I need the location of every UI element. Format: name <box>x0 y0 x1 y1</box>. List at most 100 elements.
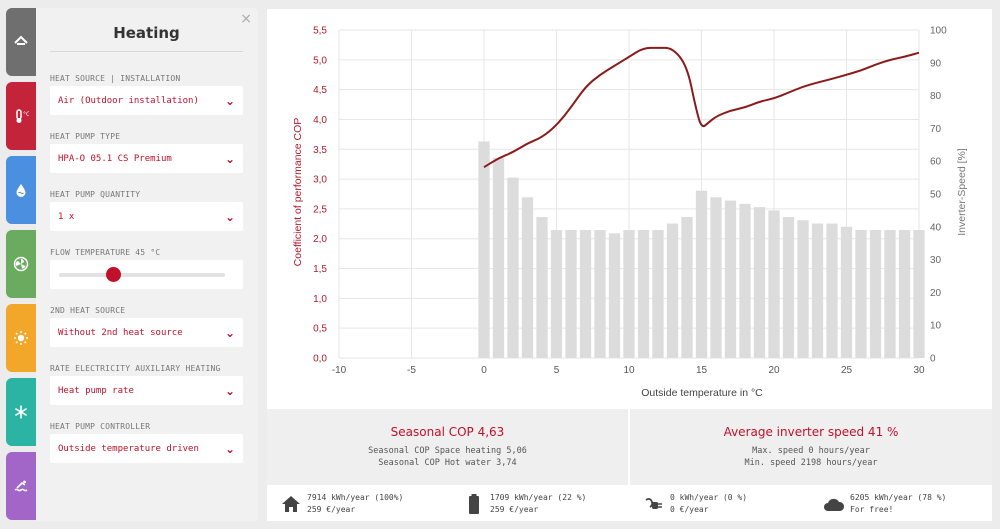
electricity-rate-select[interactable]: Heat pump rate ⌄ <box>50 376 243 405</box>
right-tick-label: 70 <box>930 124 942 135</box>
chevron-down-icon: ⌄ <box>224 325 235 340</box>
fan-icon <box>13 256 29 272</box>
heat-source-select[interactable]: Air (Outdoor installation) ⌄ <box>50 86 243 115</box>
inverter-speed-bar <box>666 223 679 358</box>
flow-temperature-label: FLOW TEMPERATURE 45 °C <box>50 248 161 257</box>
chevron-down-icon: ⌄ <box>224 93 235 108</box>
heating-settings-panel: × Heating HEAT SOURCE | INSTALLATION Air… <box>36 8 258 521</box>
second-heat-source-select[interactable]: Without 2nd heat source ⌄ <box>50 318 243 347</box>
energy-auxiliary: 0 kWh/year (0 %) 0 €/year <box>643 487 747 521</box>
cop-inverter-chart: 0,0 0,5 1,0 1,5 2,0 2,5 3,0 3,5 4,0 4,5 5,0 5,5 0 10… <box>292 26 968 400</box>
left-tick-label: 1,0 <box>313 294 327 305</box>
inverter-speed-bar <box>782 216 795 358</box>
inverter-speed-bar <box>811 223 824 358</box>
energy-total-cost: 259 €/year <box>307 505 356 514</box>
x-tick-label: 10 <box>623 365 635 376</box>
cloud-icon <box>823 493 845 515</box>
results-card: 0,0 0,5 1,0 1,5 2,0 2,5 3,0 3,5 4,0 4,5 5,0 5,5 0 10… <box>267 9 992 521</box>
heat-pump-type-value: HPA-O 05.1 CS Premium <box>58 153 172 164</box>
inverter-speed-bar <box>797 220 809 358</box>
thermometer-icon: °C <box>16 109 29 123</box>
chevron-down-icon: ⌄ <box>224 209 235 224</box>
chevron-down-icon: ⌄ <box>224 441 235 456</box>
cop-line <box>483 46 920 169</box>
left-tick-label: 1,5 <box>313 264 327 275</box>
left-tick-label: 5,0 <box>313 55 327 66</box>
chevron-down-icon: ⌄ <box>224 151 235 166</box>
energy-total-kwh: 7914 kWh/year (100%) <box>307 493 404 502</box>
inverter-speed-bar <box>521 197 534 358</box>
inverter-speed-bar <box>478 141 490 358</box>
close-icon[interactable]: × <box>240 11 252 27</box>
right-tick-label: 50 <box>930 190 942 201</box>
heat-pump-quantity-value: 1 x <box>58 211 75 222</box>
inverter-speed-title: Average inverter speed 41 % <box>723 425 899 439</box>
energy-electricity: 1709 kWh/year (22 %) 259 €/year <box>463 487 586 521</box>
controller-select[interactable]: Outside temperature driven ⌄ <box>50 434 243 463</box>
chevron-down-icon: ⌄ <box>224 383 235 398</box>
right-tick-label: 90 <box>930 58 942 69</box>
rail-cooling-button[interactable] <box>6 378 36 446</box>
x-tick-label: -5 <box>407 365 416 376</box>
electricity-rate-label: RATE ELECTRICITY AUXILIARY HEATING <box>50 364 221 373</box>
inverter-speed-bar <box>637 230 650 358</box>
inverter-speed-bar <box>652 230 664 358</box>
house-icon <box>280 493 302 515</box>
heat-source-value: Air (Outdoor installation) <box>58 95 199 106</box>
plug-icon <box>643 493 665 515</box>
summary-bar: Seasonal COP 4,63 Seasonal COP Space hea… <box>267 409 992 485</box>
inverter-speed-bar <box>492 157 505 358</box>
right-axis-ticks: 0 10 20 30 40 50 60 70 80 90 100 <box>930 26 947 365</box>
inverter-speed-bar <box>550 230 563 358</box>
sun-icon <box>14 331 28 345</box>
x-tick-label: 20 <box>768 365 780 376</box>
inverter-speed-bar <box>710 197 722 358</box>
x-tick-label: 5 <box>554 365 560 376</box>
inverter-speed-bar <box>681 216 693 358</box>
rail-solar-button[interactable] <box>6 304 36 372</box>
controller-label: HEAT PUMP CONTROLLER <box>50 422 151 431</box>
max-speed-hours: Max. speed 0 hours/year <box>752 446 870 456</box>
right-tick-label: 10 <box>930 321 942 332</box>
inverter-speed-bar <box>884 230 896 358</box>
heat-pump-quantity-select[interactable]: 1 x ⌄ <box>50 202 243 231</box>
slider-thumb[interactable] <box>106 267 122 282</box>
left-axis-label: Coefficient of performance COP <box>292 118 304 267</box>
rail-heating-button[interactable]: °C <box>6 82 36 150</box>
inverter-speed-bar <box>724 200 737 358</box>
heat-pump-quantity-label: HEAT PUMP QUANTITY <box>50 190 141 199</box>
x-tick-label: -10 <box>332 365 347 376</box>
inverter-speed-bar <box>753 207 766 358</box>
left-tick-label: 3,5 <box>313 145 327 156</box>
electricity-rate-value: Heat pump rate <box>58 385 134 396</box>
pool-icon <box>14 480 28 492</box>
inverter-speed-bars <box>478 141 925 358</box>
rail-house-button[interactable] <box>6 8 36 76</box>
energy-environment: 6205 kWh/year (78 %) For free! <box>823 487 946 521</box>
heat-pump-type-select[interactable]: HPA-O 05.1 CS Premium ⌄ <box>50 144 243 173</box>
rail-ventilation-button[interactable] <box>6 230 36 298</box>
rail-water-button[interactable] <box>6 156 36 224</box>
x-axis-label: Outside temperature in °C <box>641 387 763 399</box>
left-tick-label: 4,5 <box>313 85 327 96</box>
title-divider <box>50 51 243 52</box>
second-heat-source-value: Without 2nd heat source <box>58 327 183 338</box>
energy-environment-kwh: 6205 kWh/year (78 %) <box>850 493 947 502</box>
inverter-speed-bar <box>594 230 606 358</box>
x-tick-label: 15 <box>696 365 708 376</box>
flow-temperature-slider[interactable] <box>50 260 243 289</box>
slider-track[interactable] <box>59 273 225 277</box>
left-tick-label: 2,5 <box>313 204 327 215</box>
svg-text:°C: °C <box>23 111 29 118</box>
inverter-speed-bar <box>768 210 780 358</box>
inverter-speed-bar <box>565 230 577 358</box>
inverter-speed-summary: Average inverter speed 41 % Max. speed 0… <box>630 409 992 485</box>
x-axis-ticks: -10 -5 0 5 10 15 20 25 30 <box>332 365 925 376</box>
seasonal-cop-title: Seasonal COP 4,63 <box>390 425 505 439</box>
left-axis-ticks: 0,0 0,5 1,0 1,5 2,0 2,5 3,0 3,5 4,0 4,5 5,0 5,5 <box>313 26 327 365</box>
energy-electricity-cost: 259 €/year <box>490 505 539 514</box>
rail-pool-button[interactable] <box>6 452 36 520</box>
inverter-speed-bar <box>507 177 519 358</box>
cop-hot-water: Seasonal COP Hot water 3,74 <box>378 458 517 468</box>
house-icon <box>14 35 28 45</box>
